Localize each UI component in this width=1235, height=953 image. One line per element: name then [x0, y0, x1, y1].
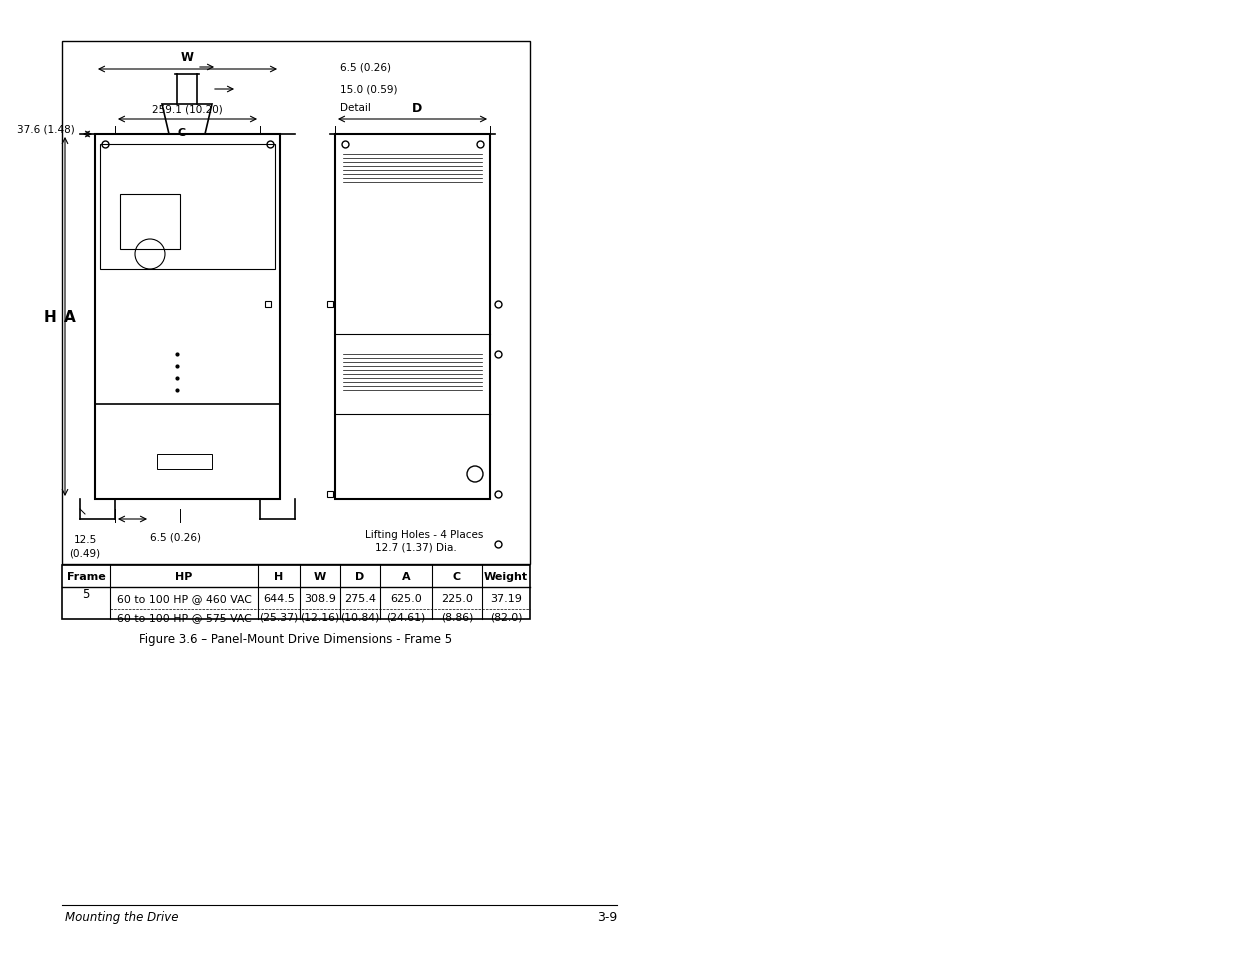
Text: 625.0: 625.0: [390, 594, 422, 603]
Text: Lifting Holes - 4 Places: Lifting Holes - 4 Places: [366, 530, 483, 539]
Text: D: D: [356, 572, 364, 581]
Text: (24.61): (24.61): [387, 613, 426, 622]
Text: D: D: [412, 102, 422, 115]
Text: H: H: [274, 572, 284, 581]
Text: A: A: [401, 572, 410, 581]
Text: 5: 5: [83, 588, 90, 601]
Text: 6.5 (0.26): 6.5 (0.26): [340, 63, 391, 73]
Text: 644.5: 644.5: [263, 594, 295, 603]
Text: 12.7 (1.37) Dia.: 12.7 (1.37) Dia.: [375, 542, 457, 553]
Text: 12.5: 12.5: [73, 535, 96, 544]
Bar: [335, 135, 490, 499]
Text: Mounting the Drive: Mounting the Drive: [65, 910, 179, 923]
Text: HP: HP: [175, 572, 193, 581]
Text: (25.37): (25.37): [259, 613, 299, 622]
Text: Weight: Weight: [484, 572, 529, 581]
Bar: [157, 455, 212, 470]
Text: (12.16): (12.16): [300, 613, 340, 622]
Text: 37.6 (1.48): 37.6 (1.48): [17, 125, 75, 135]
Text: 3-9: 3-9: [597, 910, 618, 923]
Text: (8.86): (8.86): [441, 613, 473, 622]
Text: Detail: Detail: [340, 103, 370, 112]
Text: A: A: [64, 309, 75, 324]
Text: (0.49): (0.49): [69, 547, 100, 558]
Text: 308.9: 308.9: [304, 594, 336, 603]
Text: 6.5 (0.26): 6.5 (0.26): [149, 533, 201, 542]
Text: (82.0): (82.0): [490, 613, 522, 622]
Bar: [62, 42, 530, 564]
Text: W: W: [180, 51, 194, 64]
Text: H: H: [43, 309, 57, 324]
Text: W: W: [314, 572, 326, 581]
Bar: [100, 145, 275, 270]
Text: 225.0: 225.0: [441, 594, 473, 603]
Text: (10.84): (10.84): [341, 613, 379, 622]
Text: C: C: [453, 572, 461, 581]
Text: 15.0 (0.59): 15.0 (0.59): [340, 85, 398, 95]
Bar: [95, 135, 280, 499]
Bar: [62, 565, 530, 619]
Text: C: C: [178, 128, 186, 138]
Text: 60 to 100 HP @ 460 VAC: 60 to 100 HP @ 460 VAC: [116, 594, 252, 603]
Text: 259.1 (10.20): 259.1 (10.20): [152, 105, 222, 115]
Text: Figure 3.6 – Panel-Mount Drive Dimensions - Frame 5: Figure 3.6 – Panel-Mount Drive Dimension…: [140, 633, 452, 646]
Bar: [120, 194, 180, 250]
Text: 37.19: 37.19: [490, 594, 522, 603]
Text: 60 to 100 HP @ 575 VAC: 60 to 100 HP @ 575 VAC: [116, 613, 252, 622]
Text: Frame: Frame: [67, 572, 105, 581]
Text: 275.4: 275.4: [345, 594, 375, 603]
